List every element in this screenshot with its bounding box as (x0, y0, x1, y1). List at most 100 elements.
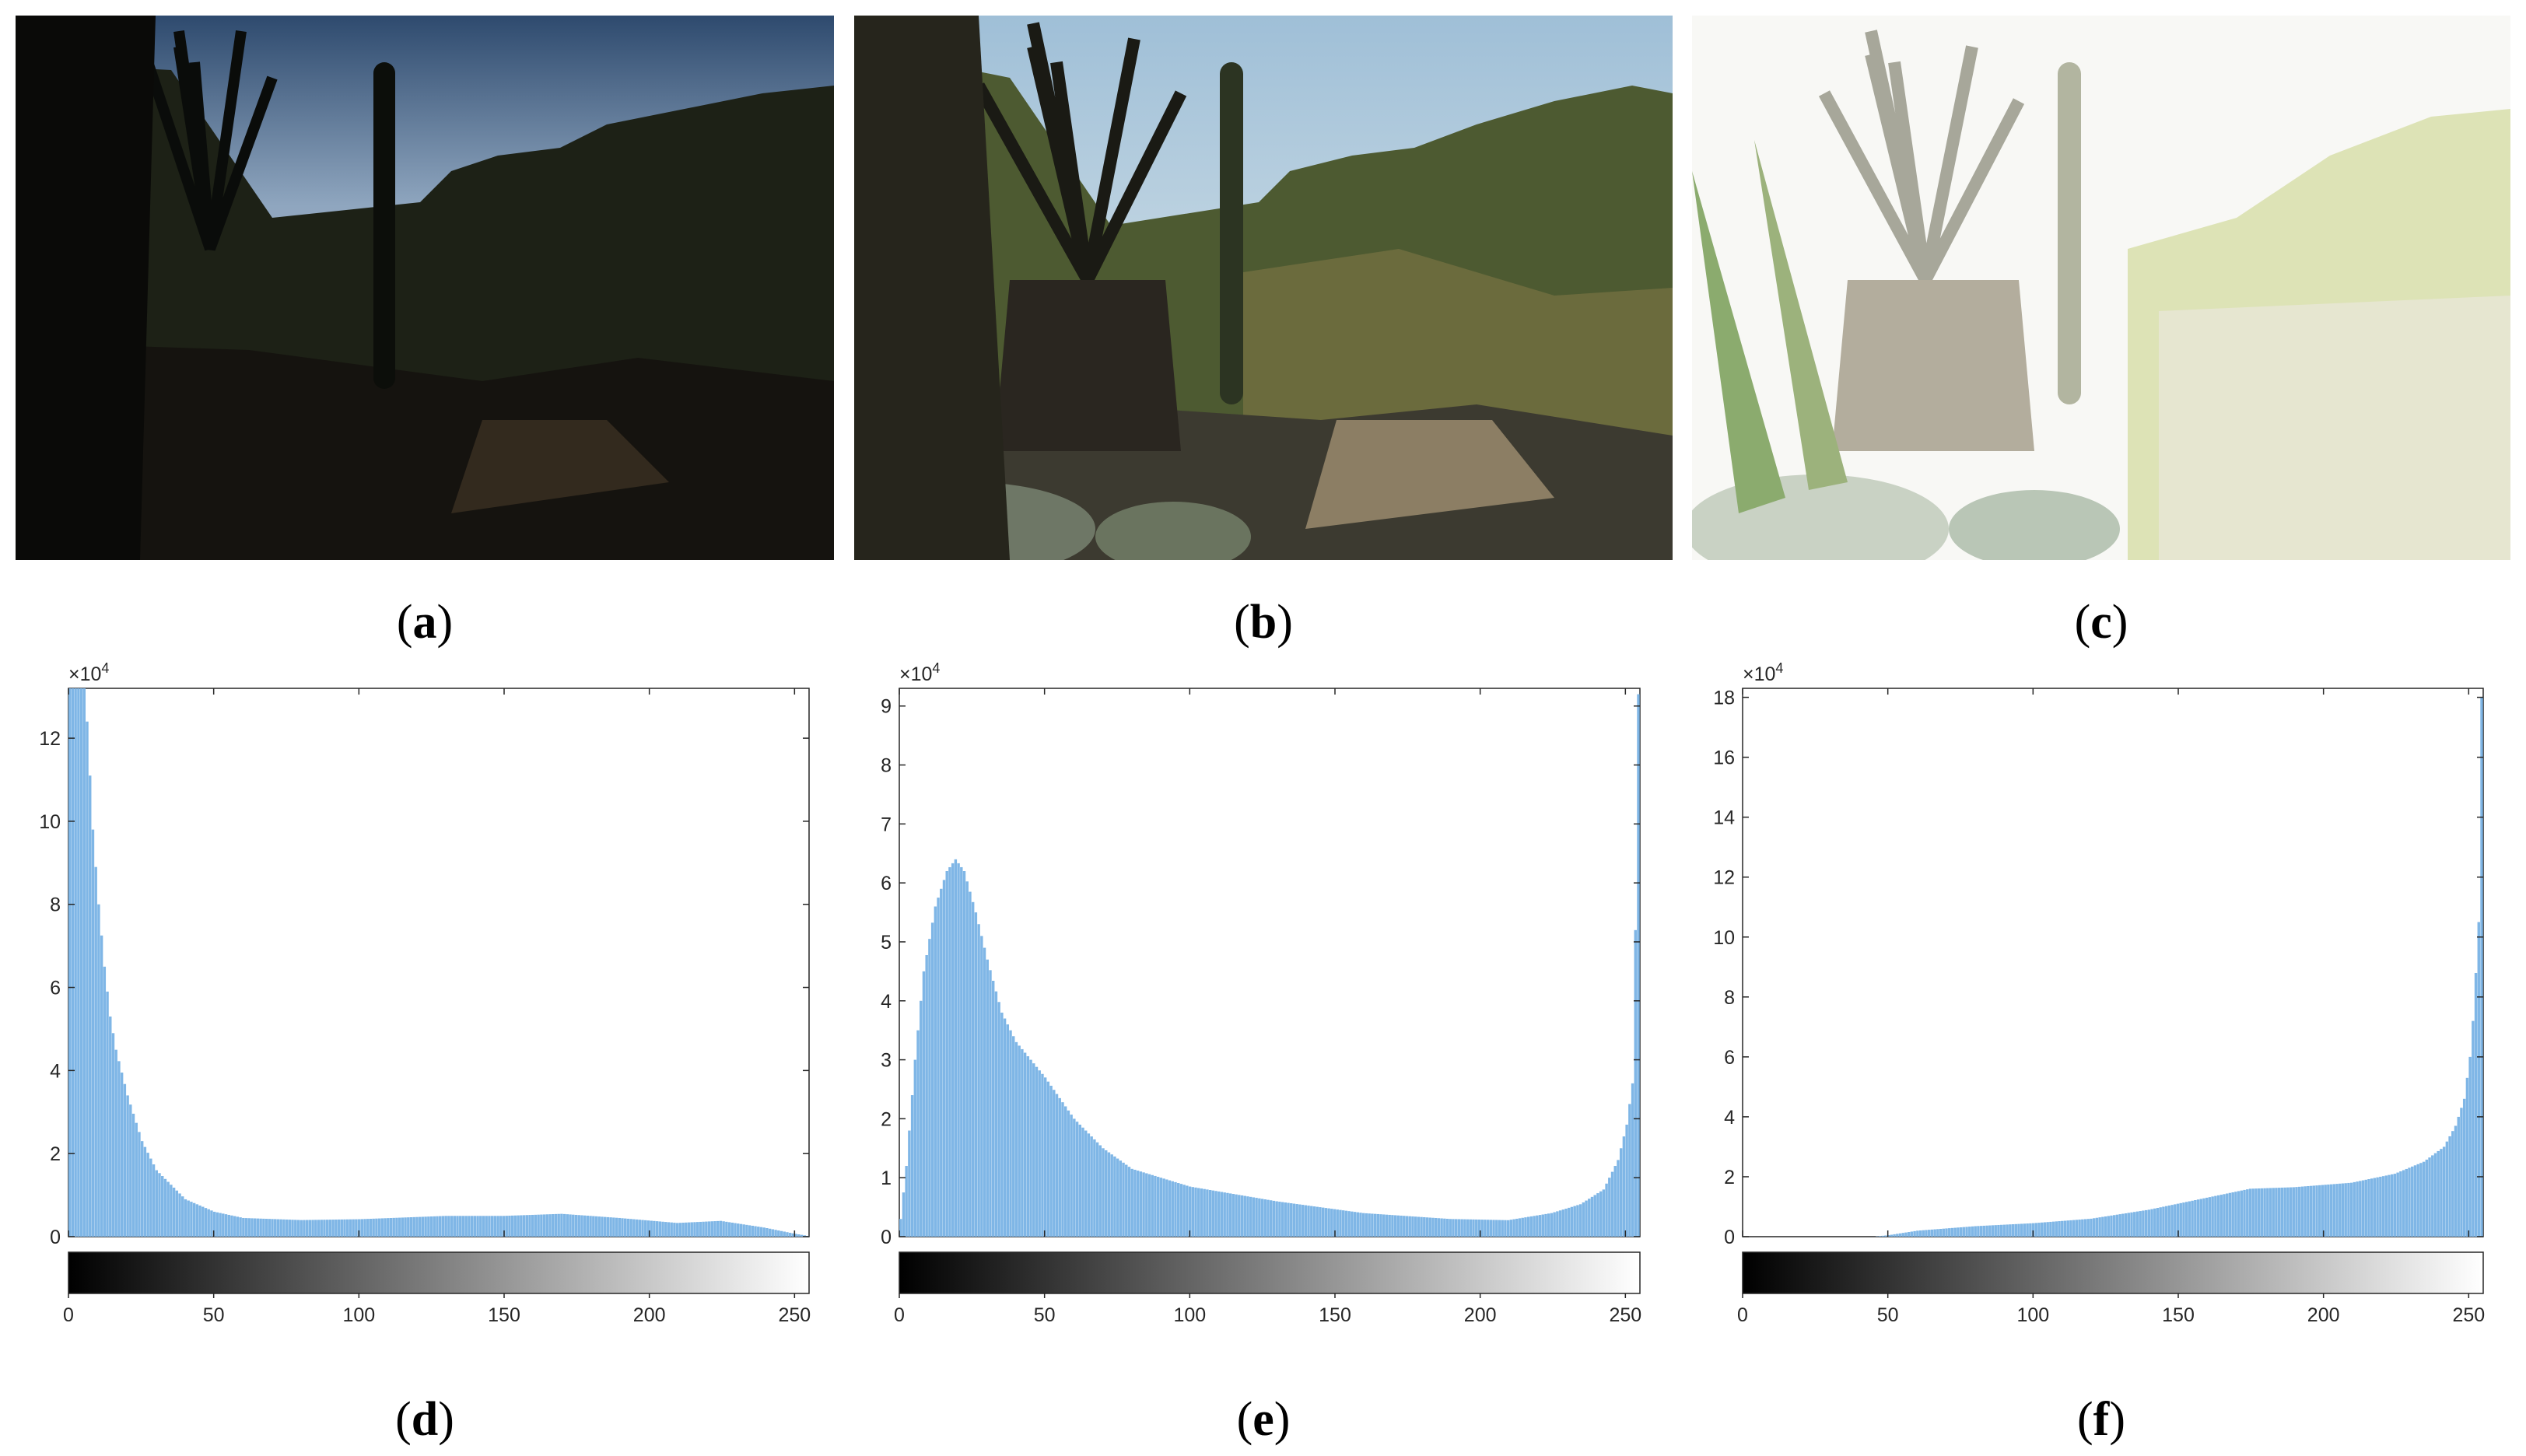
photo-underexposed (16, 16, 834, 560)
histogram-bar (1365, 1213, 1368, 1237)
histogram-bar (447, 1216, 450, 1237)
y-tick-label: 0 (1724, 1227, 1735, 1248)
histogram-bar (505, 1216, 508, 1237)
histogram-bar (91, 829, 95, 1237)
histogram-bar (1950, 1227, 1954, 1237)
histogram-bar (2226, 1193, 2229, 1237)
histogram-bar (606, 1216, 610, 1237)
histogram-bar (1538, 1215, 1542, 1237)
histogram-bar (997, 1002, 1000, 1237)
histogram-bar (531, 1214, 534, 1237)
histogram-bar (207, 1209, 210, 1237)
histogram-bar (254, 1218, 257, 1237)
histogram-bar (424, 1216, 427, 1237)
histogram-bar (777, 1230, 780, 1237)
histogram-bar (977, 924, 980, 1237)
histogram-bar (2393, 1174, 2397, 1237)
histogram-bar (1055, 1094, 1059, 1237)
histogram-bar (1130, 1168, 1133, 1237)
histogram-bar (2361, 1180, 2365, 1237)
histogram-bar (1243, 1195, 1246, 1237)
histogram-bar (1391, 1215, 1394, 1237)
histogram-bar (1617, 1160, 1620, 1237)
x-tick-label: 200 (2307, 1304, 2340, 1326)
histogram-bar (1637, 694, 1640, 1237)
y-tick-label: 8 (1724, 987, 1735, 1009)
histogram-bar (664, 1222, 667, 1237)
histogram-bar (479, 1216, 482, 1237)
histogram-bar (786, 1232, 789, 1237)
x-tick-label: 0 (894, 1304, 905, 1326)
histogram-bar (2026, 1223, 2029, 1237)
histogram-bar (1582, 1202, 1585, 1237)
histogram-bar (1310, 1206, 1313, 1237)
histogram-bar (1489, 1220, 1493, 1237)
histogram-bar (768, 1228, 772, 1237)
histogram-bar (794, 1234, 797, 1237)
histogram-bar (1290, 1203, 1293, 1237)
histogram-bar (916, 1030, 920, 1237)
histogram-bar (1475, 1219, 1478, 1237)
histogram-bar (412, 1216, 415, 1237)
bars (899, 694, 1640, 1237)
histogram-bar (2051, 1221, 2055, 1237)
histogram-bar (135, 1122, 138, 1237)
histogram-bar (436, 1216, 439, 1237)
histogram-bar (1405, 1216, 1409, 1237)
histogram-bar (1029, 1059, 1032, 1237)
histogram-bar (2425, 1159, 2429, 1237)
histogram-bar (377, 1218, 381, 1237)
histogram-bar (1913, 1230, 1916, 1237)
caption-e: (e) (1236, 1393, 1291, 1446)
y-tick-label: 18 (1713, 688, 1735, 709)
x-tick-label: 50 (1877, 1304, 1899, 1326)
histogram-bar (1628, 1104, 1631, 1237)
histogram-bar (439, 1216, 442, 1237)
histogram-bar (1287, 1202, 1290, 1237)
histogram-bar (1962, 1227, 1966, 1237)
histogram-bar (2124, 1213, 2128, 1237)
x-tick-label: 0 (1737, 1304, 1748, 1326)
histogram-bar (520, 1215, 523, 1237)
histogram-bar (1997, 1224, 2000, 1237)
histogram-bar (635, 1219, 639, 1237)
histogram-bar (1240, 1195, 1244, 1237)
histogram-bar (1536, 1215, 1539, 1237)
histogram-bar (288, 1220, 292, 1237)
histogram-bar (2335, 1184, 2339, 1237)
histogram-bar (2107, 1216, 2110, 1237)
histogram-bar (468, 1216, 471, 1237)
y-tick-label: 10 (39, 811, 61, 833)
histogram-bar (1061, 1102, 1064, 1237)
histogram-bar (2298, 1186, 2301, 1237)
histogram-bar (2156, 1208, 2160, 1237)
histogram-bar (2153, 1208, 2156, 1237)
histogram-bar (1214, 1191, 1217, 1237)
histogram-bar (2101, 1216, 2104, 1237)
histogram-bar (1449, 1219, 1452, 1237)
histogram-bar (1524, 1217, 1527, 1237)
histogram-bar (905, 1166, 908, 1237)
histogram-bar (899, 1219, 902, 1237)
histogram-bar (510, 1215, 514, 1237)
histogram-bar (398, 1217, 401, 1237)
histogram-bar (375, 1218, 378, 1237)
histogram-bar (1486, 1220, 1490, 1237)
histogram-bar (525, 1215, 528, 1237)
histogram-bar (1351, 1211, 1354, 1237)
histogram-bar (2448, 1136, 2451, 1237)
histogram-bar (586, 1216, 590, 1237)
histogram-bar (1327, 1208, 1330, 1237)
histogram-bar (766, 1228, 769, 1237)
histogram-bar (942, 880, 946, 1237)
histogram-bar (337, 1219, 341, 1237)
x-tick-label: 100 (1173, 1304, 1206, 1326)
histogram-bar (2321, 1185, 2325, 1237)
histogram-bar (2188, 1201, 2191, 1237)
histogram-bar (285, 1219, 289, 1237)
histogram-bar (187, 1200, 190, 1237)
histogram-bar (986, 959, 989, 1237)
histogram-bar (1466, 1219, 1470, 1237)
histogram-bar (190, 1202, 193, 1237)
histogram-bar (271, 1219, 274, 1237)
